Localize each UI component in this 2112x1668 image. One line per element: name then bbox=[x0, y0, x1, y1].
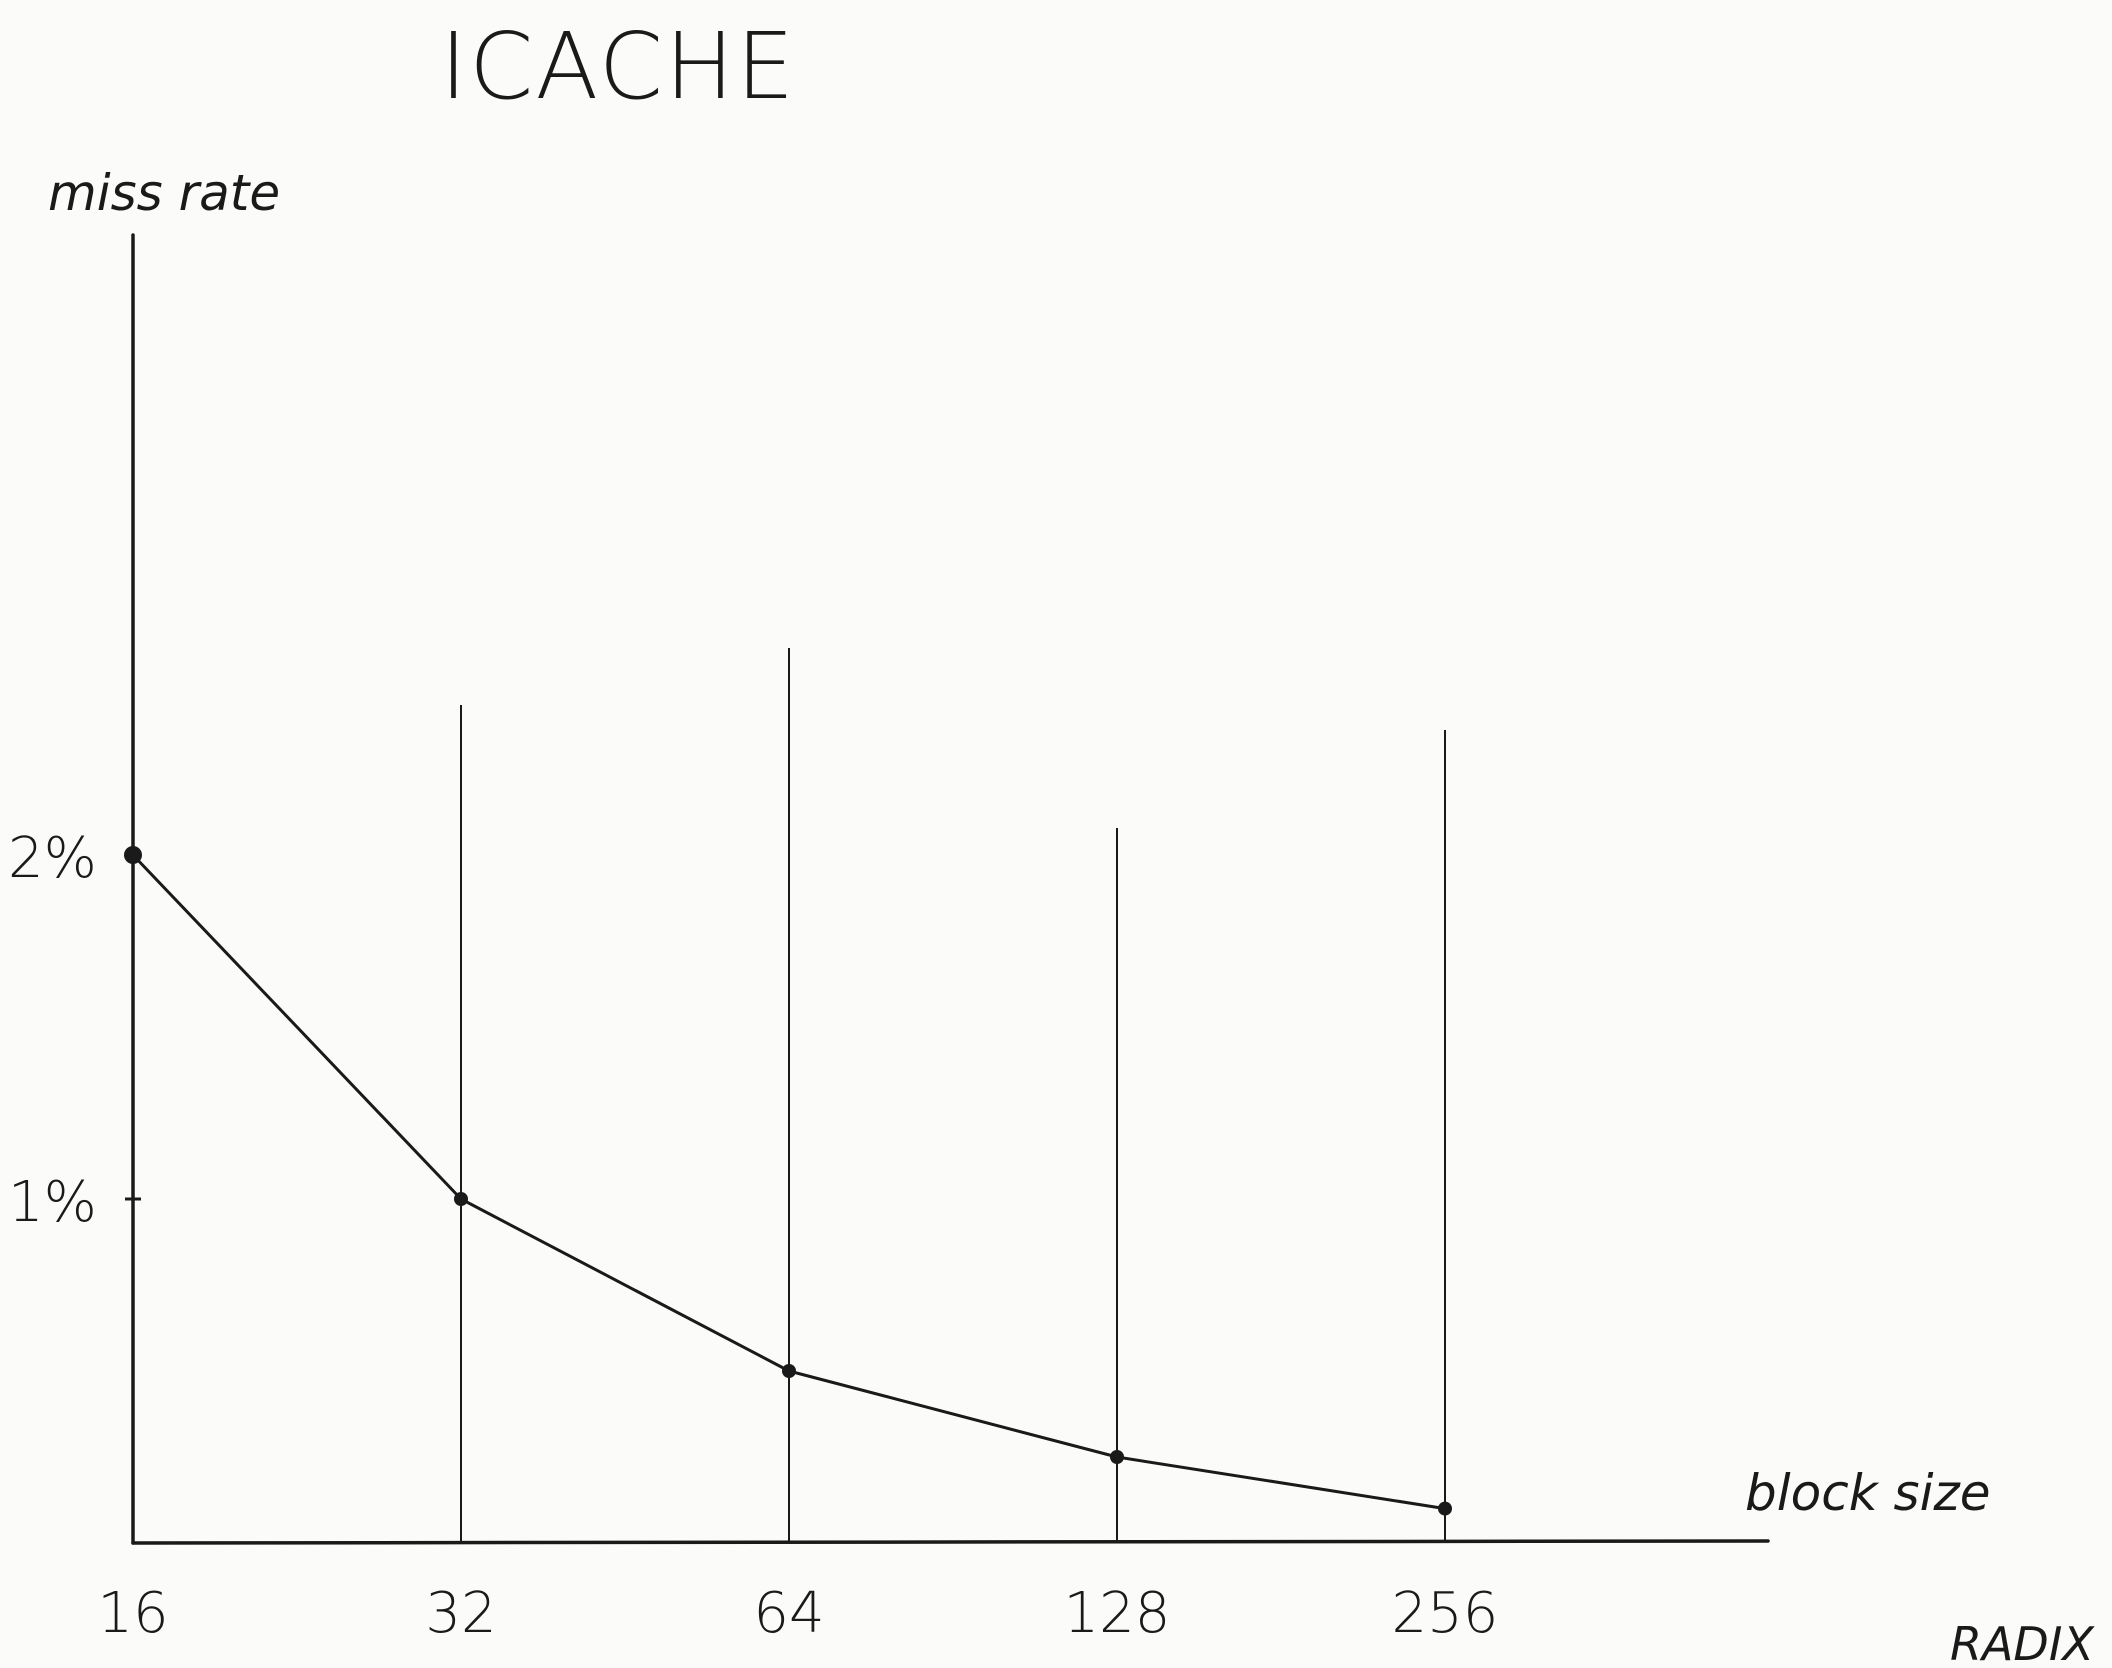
data-point-128 bbox=[1110, 1450, 1124, 1464]
data-points bbox=[124, 846, 1452, 1516]
x-axis-label: block size bbox=[1745, 1464, 1991, 1522]
grid-lines bbox=[460, 648, 1446, 1543]
axes bbox=[131, 233, 1770, 1545]
x-axis-line bbox=[131, 1539, 1770, 1545]
y-tick-label-2: 2% bbox=[8, 826, 97, 891]
data-point-64 bbox=[782, 1364, 796, 1378]
data-point-16 bbox=[124, 846, 142, 864]
corner-note: RADIX bbox=[1950, 1617, 2095, 1664]
x-tick-label-32: 32 bbox=[425, 1581, 496, 1646]
tick-labels: 1% 2% 16 32 64 128 256 bbox=[8, 826, 1498, 1646]
x-tick-label-64: 64 bbox=[753, 1581, 824, 1646]
x-tick-label-128: 128 bbox=[1064, 1581, 1171, 1646]
data-point-256 bbox=[1438, 1501, 1452, 1516]
x-tick-label-256: 256 bbox=[1392, 1581, 1499, 1646]
y-tick-label-1: 1% bbox=[8, 1170, 97, 1235]
data-point-32 bbox=[454, 1192, 468, 1206]
chart-title: ICACHE bbox=[440, 13, 796, 120]
y-axis-label: miss rate bbox=[48, 164, 280, 222]
x-tick-label-16: 16 bbox=[97, 1581, 168, 1646]
